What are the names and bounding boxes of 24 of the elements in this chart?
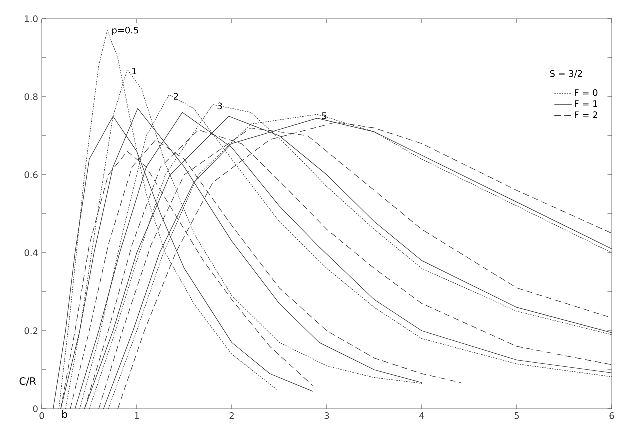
annotation: 2 xyxy=(174,93,178,100)
x-tick-label: 1 xyxy=(135,412,140,420)
y-tick-label: 1.0 xyxy=(25,16,38,22)
x-tick-label: 2 xyxy=(230,412,234,420)
legend-title: S = 3/2 xyxy=(550,70,582,78)
x-tick-label: 6 xyxy=(610,412,614,420)
annotation: 3 xyxy=(218,102,222,110)
x-tick-label: 0 xyxy=(40,412,44,420)
x-axis-title: b xyxy=(62,410,68,418)
y-tick-label: 0.8 xyxy=(24,94,38,100)
legend-label: F = 1 xyxy=(575,100,598,108)
legend-label: F = 0 xyxy=(575,89,598,96)
x-tick-label: 3 xyxy=(324,412,330,420)
y-tick-label: 0.2 xyxy=(24,328,38,334)
annotation: p=0.5 xyxy=(112,26,138,36)
legend-label: F = 2 xyxy=(575,112,598,118)
x-tick-label: 5 xyxy=(514,412,520,420)
y-tick-label: 0 xyxy=(33,406,38,412)
y-tick-label: 0.4 xyxy=(24,250,38,256)
annotation: 5 xyxy=(322,112,327,120)
annotation: 1 xyxy=(132,68,137,74)
y-axis-title: C/R xyxy=(20,378,36,386)
y-tick-label: 0.6 xyxy=(24,172,38,178)
x-tick-label: 4 xyxy=(420,412,424,420)
